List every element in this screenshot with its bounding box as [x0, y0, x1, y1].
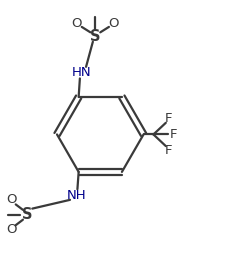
Text: S: S [90, 29, 101, 44]
Text: S: S [22, 207, 32, 222]
Text: F: F [170, 128, 177, 141]
Text: F: F [164, 112, 172, 125]
Text: HN: HN [71, 66, 91, 79]
Text: O: O [6, 193, 16, 206]
Text: O: O [72, 17, 82, 30]
Text: O: O [6, 223, 16, 236]
Text: O: O [108, 17, 119, 30]
Text: F: F [164, 144, 172, 157]
Text: NH: NH [66, 189, 86, 202]
